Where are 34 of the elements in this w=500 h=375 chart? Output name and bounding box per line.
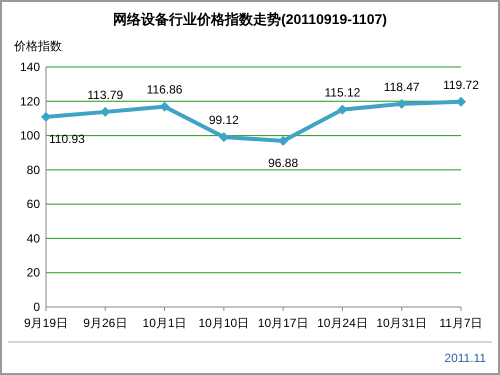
y-tick-label: 40	[26, 231, 40, 246]
data-label: 115.12	[324, 86, 361, 100]
y-tick-label: 100	[20, 128, 40, 143]
data-label: 110.93	[49, 132, 86, 146]
point	[337, 104, 348, 115]
x-tick-label: 9月26日	[83, 316, 128, 330]
y-tick-label: 60	[26, 197, 40, 212]
point	[160, 102, 170, 112]
point	[100, 106, 110, 117]
x-tick-label: 10月24日	[317, 316, 368, 330]
x-tick-label: 10月1日	[142, 316, 187, 330]
y-tick-label: 20	[26, 266, 40, 280]
chart-title: 网络设备行业价格指数走势(20110919-1107)	[113, 11, 387, 27]
x-tick-label: 10月31日	[376, 316, 428, 330]
data-label: 99.12	[208, 113, 240, 128]
x-tick-label: 10月17日	[258, 316, 308, 330]
data-label: 119.72	[443, 78, 480, 92]
y-tick-label: 0	[33, 300, 40, 314]
data-label: 96.88	[268, 156, 298, 170]
data-label: 116.86	[146, 82, 183, 97]
y-tick-label: 80	[26, 162, 40, 177]
data-label: 113.79	[87, 88, 124, 102]
y-tick-label: 140	[20, 60, 40, 74]
x-tick-label: 9月19日	[24, 316, 68, 330]
point	[456, 96, 466, 107]
x-tick-label: 10月10日	[198, 316, 250, 330]
y-axis-title: 价格指数	[13, 39, 62, 53]
text: 2011.11	[444, 351, 486, 365]
point	[278, 136, 288, 146]
x-tick-label: 11月7日	[439, 316, 483, 330]
point	[41, 112, 51, 122]
point	[218, 132, 229, 142]
y-tick-label: 120	[20, 94, 40, 108]
data-label: 118.47	[384, 80, 420, 94]
